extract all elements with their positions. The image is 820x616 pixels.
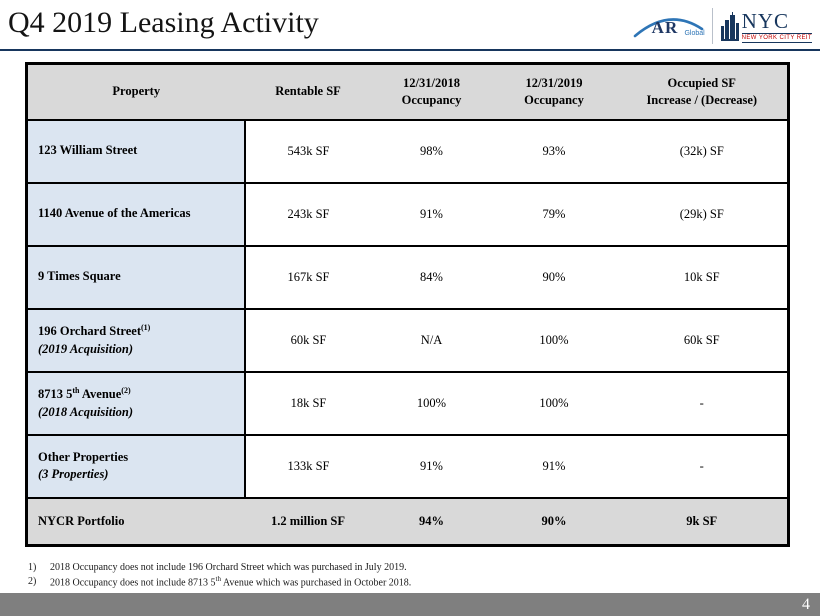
total-occupied-change-cell: 9k SF (616, 496, 789, 546)
logo-divider (711, 8, 713, 44)
ar-arc-icon (633, 18, 703, 38)
footnote-text: 2018 Occupancy does not include 8713 5th… (50, 575, 411, 590)
footnotes: 1) 2018 Occupancy does not include 196 O… (28, 561, 411, 590)
leasing-table: Property Rentable SF 12/31/2018 Occupanc… (25, 62, 790, 547)
occupancy-2018-cell: 84% (371, 244, 492, 309)
occupied-change-cell: 60k SF (616, 307, 789, 372)
header-occupancy-2018: 12/31/2018 Occupancy (371, 63, 492, 120)
rentable-sf-cell: 18k SF (244, 370, 372, 435)
table-row: 8713 5th Avenue(2) (2018 Acquisition) 18… (26, 370, 789, 435)
occupancy-2019-cell: 100% (491, 370, 617, 435)
table-row: Other Properties (3 Properties) 133k SF … (26, 433, 789, 498)
header-occupancy-2019: 12/31/2019 Occupancy (491, 63, 617, 120)
property-cell: 196 Orchard Street(1) (2019 Acquisition) (26, 307, 246, 372)
ar-global-logo: AR Global (632, 6, 706, 46)
occupied-change-cell: (29k) SF (616, 181, 789, 246)
rentable-sf-cell: 60k SF (244, 307, 372, 372)
footnote-ref: (2) (121, 385, 131, 395)
property-name-rest: Avenue (79, 387, 122, 402)
footnote-text-post: Avenue which was purchased in October 20… (220, 577, 412, 589)
ar-logo-text: AR (651, 18, 679, 37)
slide-header: Q4 2019 Leasing Activity AR Global (0, 0, 820, 51)
header-occupied-sf-change: Occupied SF Increase / (Decrease) (616, 63, 789, 120)
property-subtitle: (2019 Acquisition) (38, 341, 134, 356)
occupancy-2019-cell: 90% (491, 244, 617, 309)
footnote-text: 2018 Occupancy does not include 196 Orch… (50, 562, 407, 573)
rentable-sf-cell: 167k SF (244, 244, 372, 309)
occupied-change-cell: (32k) SF (616, 118, 789, 183)
property-name: 9 Times Square (38, 269, 121, 284)
occupied-change-cell: - (616, 433, 789, 498)
footnote-number: 2) (28, 576, 37, 587)
nyc-logo-textcol: NYC NEW YORK CITY REIT (741, 8, 812, 43)
footnote-number: 1) (28, 562, 37, 573)
occupancy-2018-cell: 98% (371, 118, 492, 183)
occupancy-2019-cell: 91% (491, 433, 617, 498)
footnote-ref: (1) (141, 322, 151, 332)
header-rentable-sf: Rentable SF (244, 63, 372, 120)
rentable-sf-cell: 243k SF (244, 181, 372, 246)
footnote-2: 2) 2018 Occupancy does not include 8713 … (28, 575, 411, 590)
table-row: 1140 Avenue of the Americas 243k SF 91% … (26, 181, 789, 246)
portfolio-total-label: NYCR Portfolio (26, 496, 245, 546)
occupancy-2019-cell: 100% (491, 307, 617, 372)
occupancy-2018-cell: 100% (371, 370, 492, 435)
header-property: Property (26, 63, 245, 120)
total-occupancy-2018-cell: 94% (371, 496, 492, 546)
ar-logo-subtext: Global (684, 30, 705, 37)
rentable-sf-cell: 133k SF (244, 433, 372, 498)
nyc-skyline-icon (720, 11, 739, 41)
nyc-logo-text: NYC (741, 8, 790, 33)
property-name: Other Properties (38, 449, 129, 464)
property-cell: 1140 Avenue of the Americas (26, 181, 246, 246)
ordinal-suffix: th (72, 385, 80, 395)
footnote-1: 1) 2018 Occupancy does not include 196 O… (28, 561, 411, 575)
occupied-change-cell: 10k SF (616, 244, 789, 309)
table-row: 196 Orchard Street(1) (2019 Acquisition)… (26, 307, 789, 372)
property-cell: Other Properties (3 Properties) (26, 433, 246, 498)
footnote-text-pre: 2018 Occupancy does not include 8713 5 (50, 577, 216, 589)
ordinal-suffix: th (215, 575, 221, 583)
table-header-row: Property Rentable SF 12/31/2018 Occupanc… (26, 63, 789, 120)
property-cell: 9 Times Square (26, 244, 246, 309)
rentable-sf-cell: 543k SF (244, 118, 372, 183)
property-cell: 8713 5th Avenue(2) (2018 Acquisition) (26, 370, 246, 435)
logos: AR Global NYC NEW YORK C (632, 5, 812, 47)
occupied-change-cell: - (616, 370, 789, 435)
table-row: 9 Times Square 167k SF 84% 90% 10k SF (26, 244, 789, 309)
property-cell: 123 William Street (26, 118, 246, 183)
property-name: 196 Orchard Street (38, 324, 141, 339)
total-occupancy-2019-cell: 90% (491, 496, 617, 546)
portfolio-total-row: NYCR Portfolio 1.2 million SF 94% 90% 9k… (26, 496, 789, 546)
occupancy-2019-cell: 93% (491, 118, 617, 183)
occupancy-2018-cell: 91% (371, 433, 492, 498)
property-subtitle: (2018 Acquisition) (38, 404, 134, 419)
property-subtitle: (3 Properties) (38, 467, 109, 481)
total-rentable-sf-cell: 1.2 million SF (244, 496, 372, 546)
occupancy-2019-cell: 79% (491, 181, 617, 246)
footer-bar: 4 (0, 593, 820, 616)
property-name: 1140 Avenue of the Americas (38, 206, 191, 221)
nyc-reit-logo: NYC NEW YORK CITY REIT (720, 8, 812, 43)
nyc-logo-subtext: NEW YORK CITY REIT (741, 32, 812, 43)
page-title: Q4 2019 Leasing Activity (8, 6, 319, 39)
property-name: 123 William Street (38, 143, 138, 158)
occupancy-2018-cell: N/A (371, 307, 492, 372)
property-name: 8713 5 (38, 387, 73, 402)
table-row: 123 William Street 543k SF 98% 93% (32k)… (26, 118, 789, 183)
page-number: 4 (802, 596, 810, 613)
occupancy-2018-cell: 91% (371, 181, 492, 246)
